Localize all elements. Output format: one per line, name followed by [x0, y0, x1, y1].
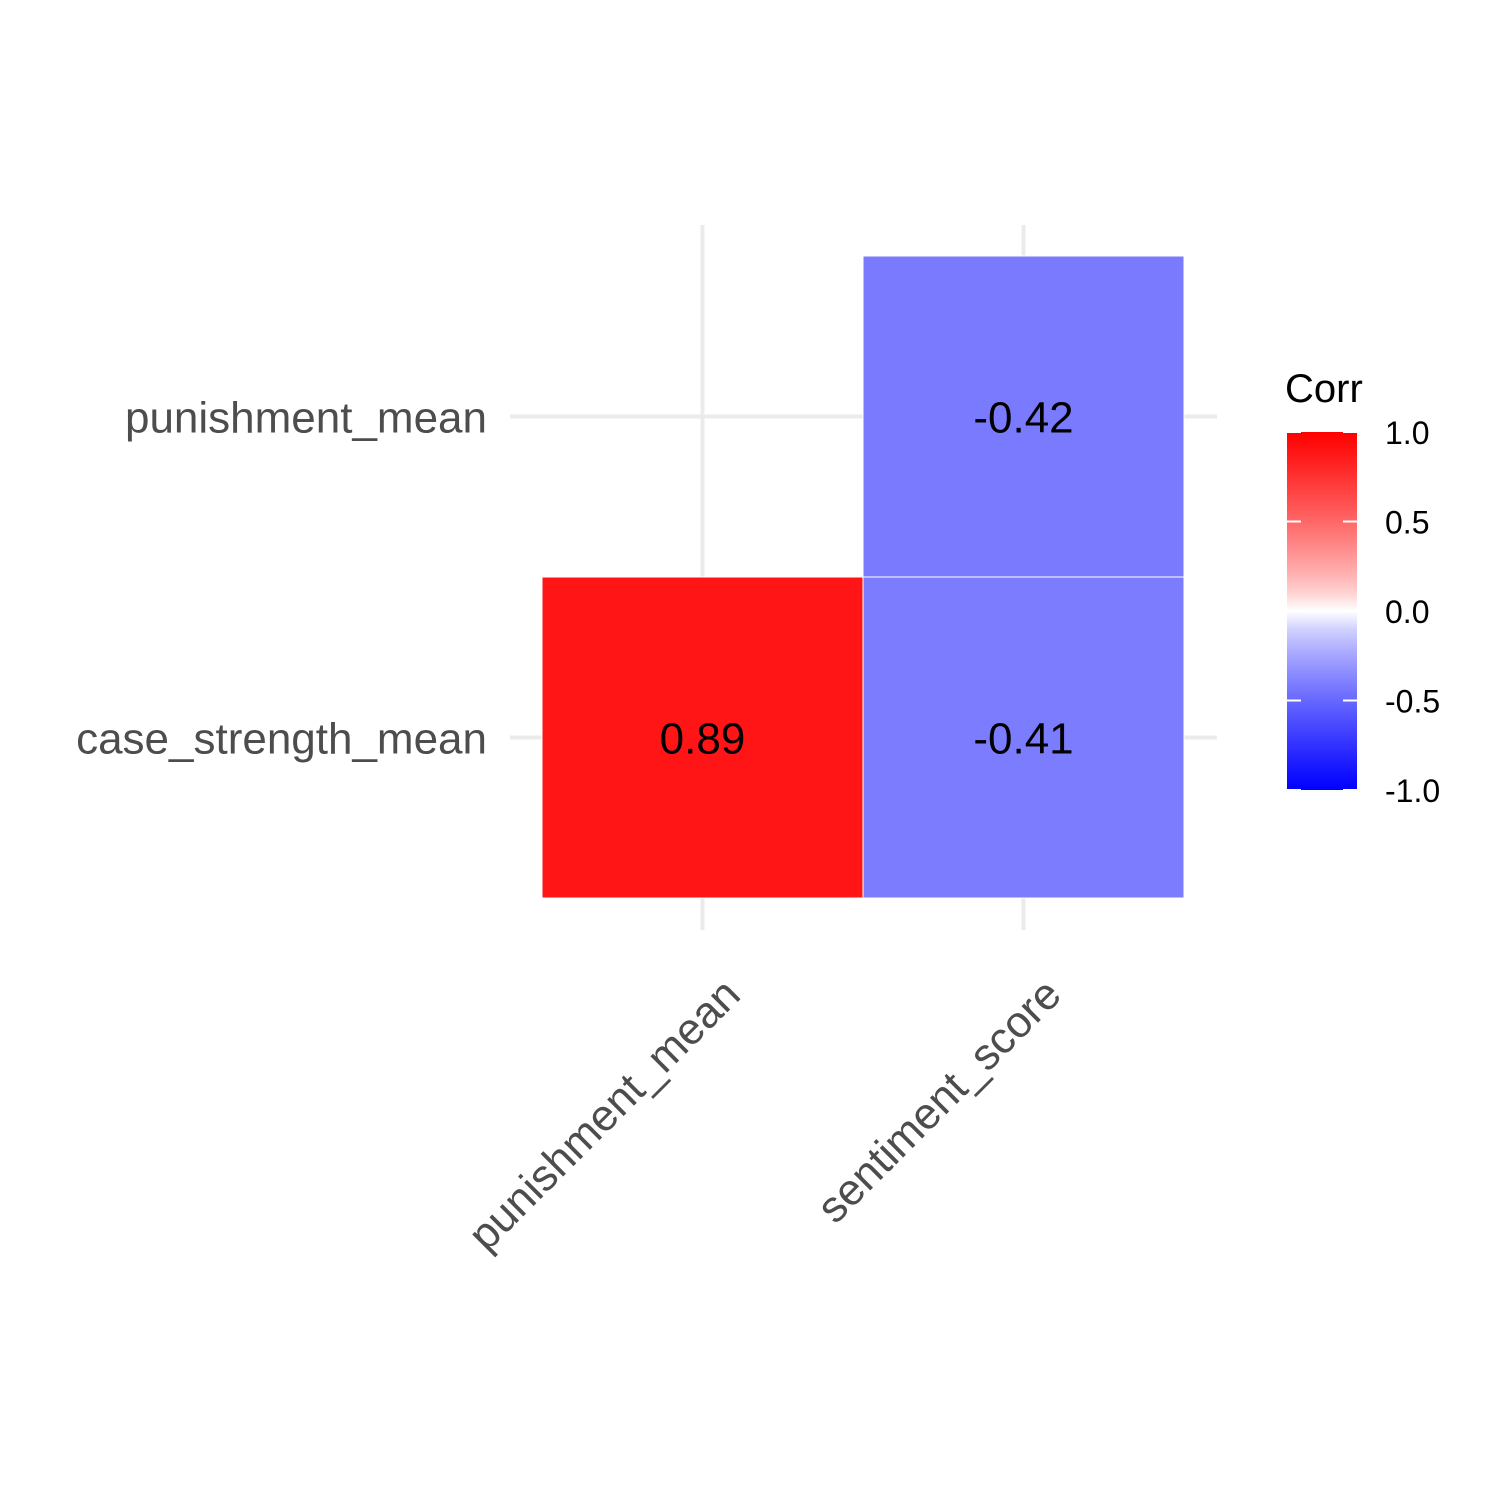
cell-value-label: 0.89 — [660, 715, 746, 764]
legend-ticks: 1.0 0.5 0.0 -0.5 -1.0 — [1287, 415, 1440, 809]
heatmap-cell-punishment_mean-sentiment_score — [862, 255, 1185, 578]
legend-tick-label: 0.5 — [1385, 505, 1429, 541]
cell-value-label: -0.41 — [973, 715, 1073, 764]
x-tick-label: punishment_mean — [459, 969, 750, 1260]
legend-tick-label: 1.0 — [1385, 415, 1429, 451]
legend-title: Corr — [1285, 367, 1363, 411]
cell-value-label: -0.42 — [973, 394, 1073, 443]
legend-tick-label: 0.0 — [1385, 594, 1429, 630]
heatmap-cell-case_strength_mean-punishment_mean — [541, 576, 864, 899]
y-axis: case_strength_mean punishment_mean — [76, 394, 487, 764]
heatmap-cell-labels: 0.89 -0.41 -0.42 — [660, 394, 1074, 764]
x-tick-label: sentiment_score — [808, 969, 1071, 1232]
heatmap-cell-case_strength_mean-sentiment_score — [862, 576, 1185, 899]
legend-tick-label: -1.0 — [1385, 773, 1440, 809]
x-axis: punishment_mean sentiment_score — [459, 969, 1071, 1260]
heatmap-cells — [541, 255, 1185, 899]
y-tick-label: case_strength_mean — [76, 715, 487, 764]
legend: Corr 1.0 0.5 0.0 -0.5 -1.0 — [1285, 367, 1440, 809]
legend-tick-label: -0.5 — [1385, 684, 1440, 720]
y-tick-label: punishment_mean — [125, 394, 487, 443]
